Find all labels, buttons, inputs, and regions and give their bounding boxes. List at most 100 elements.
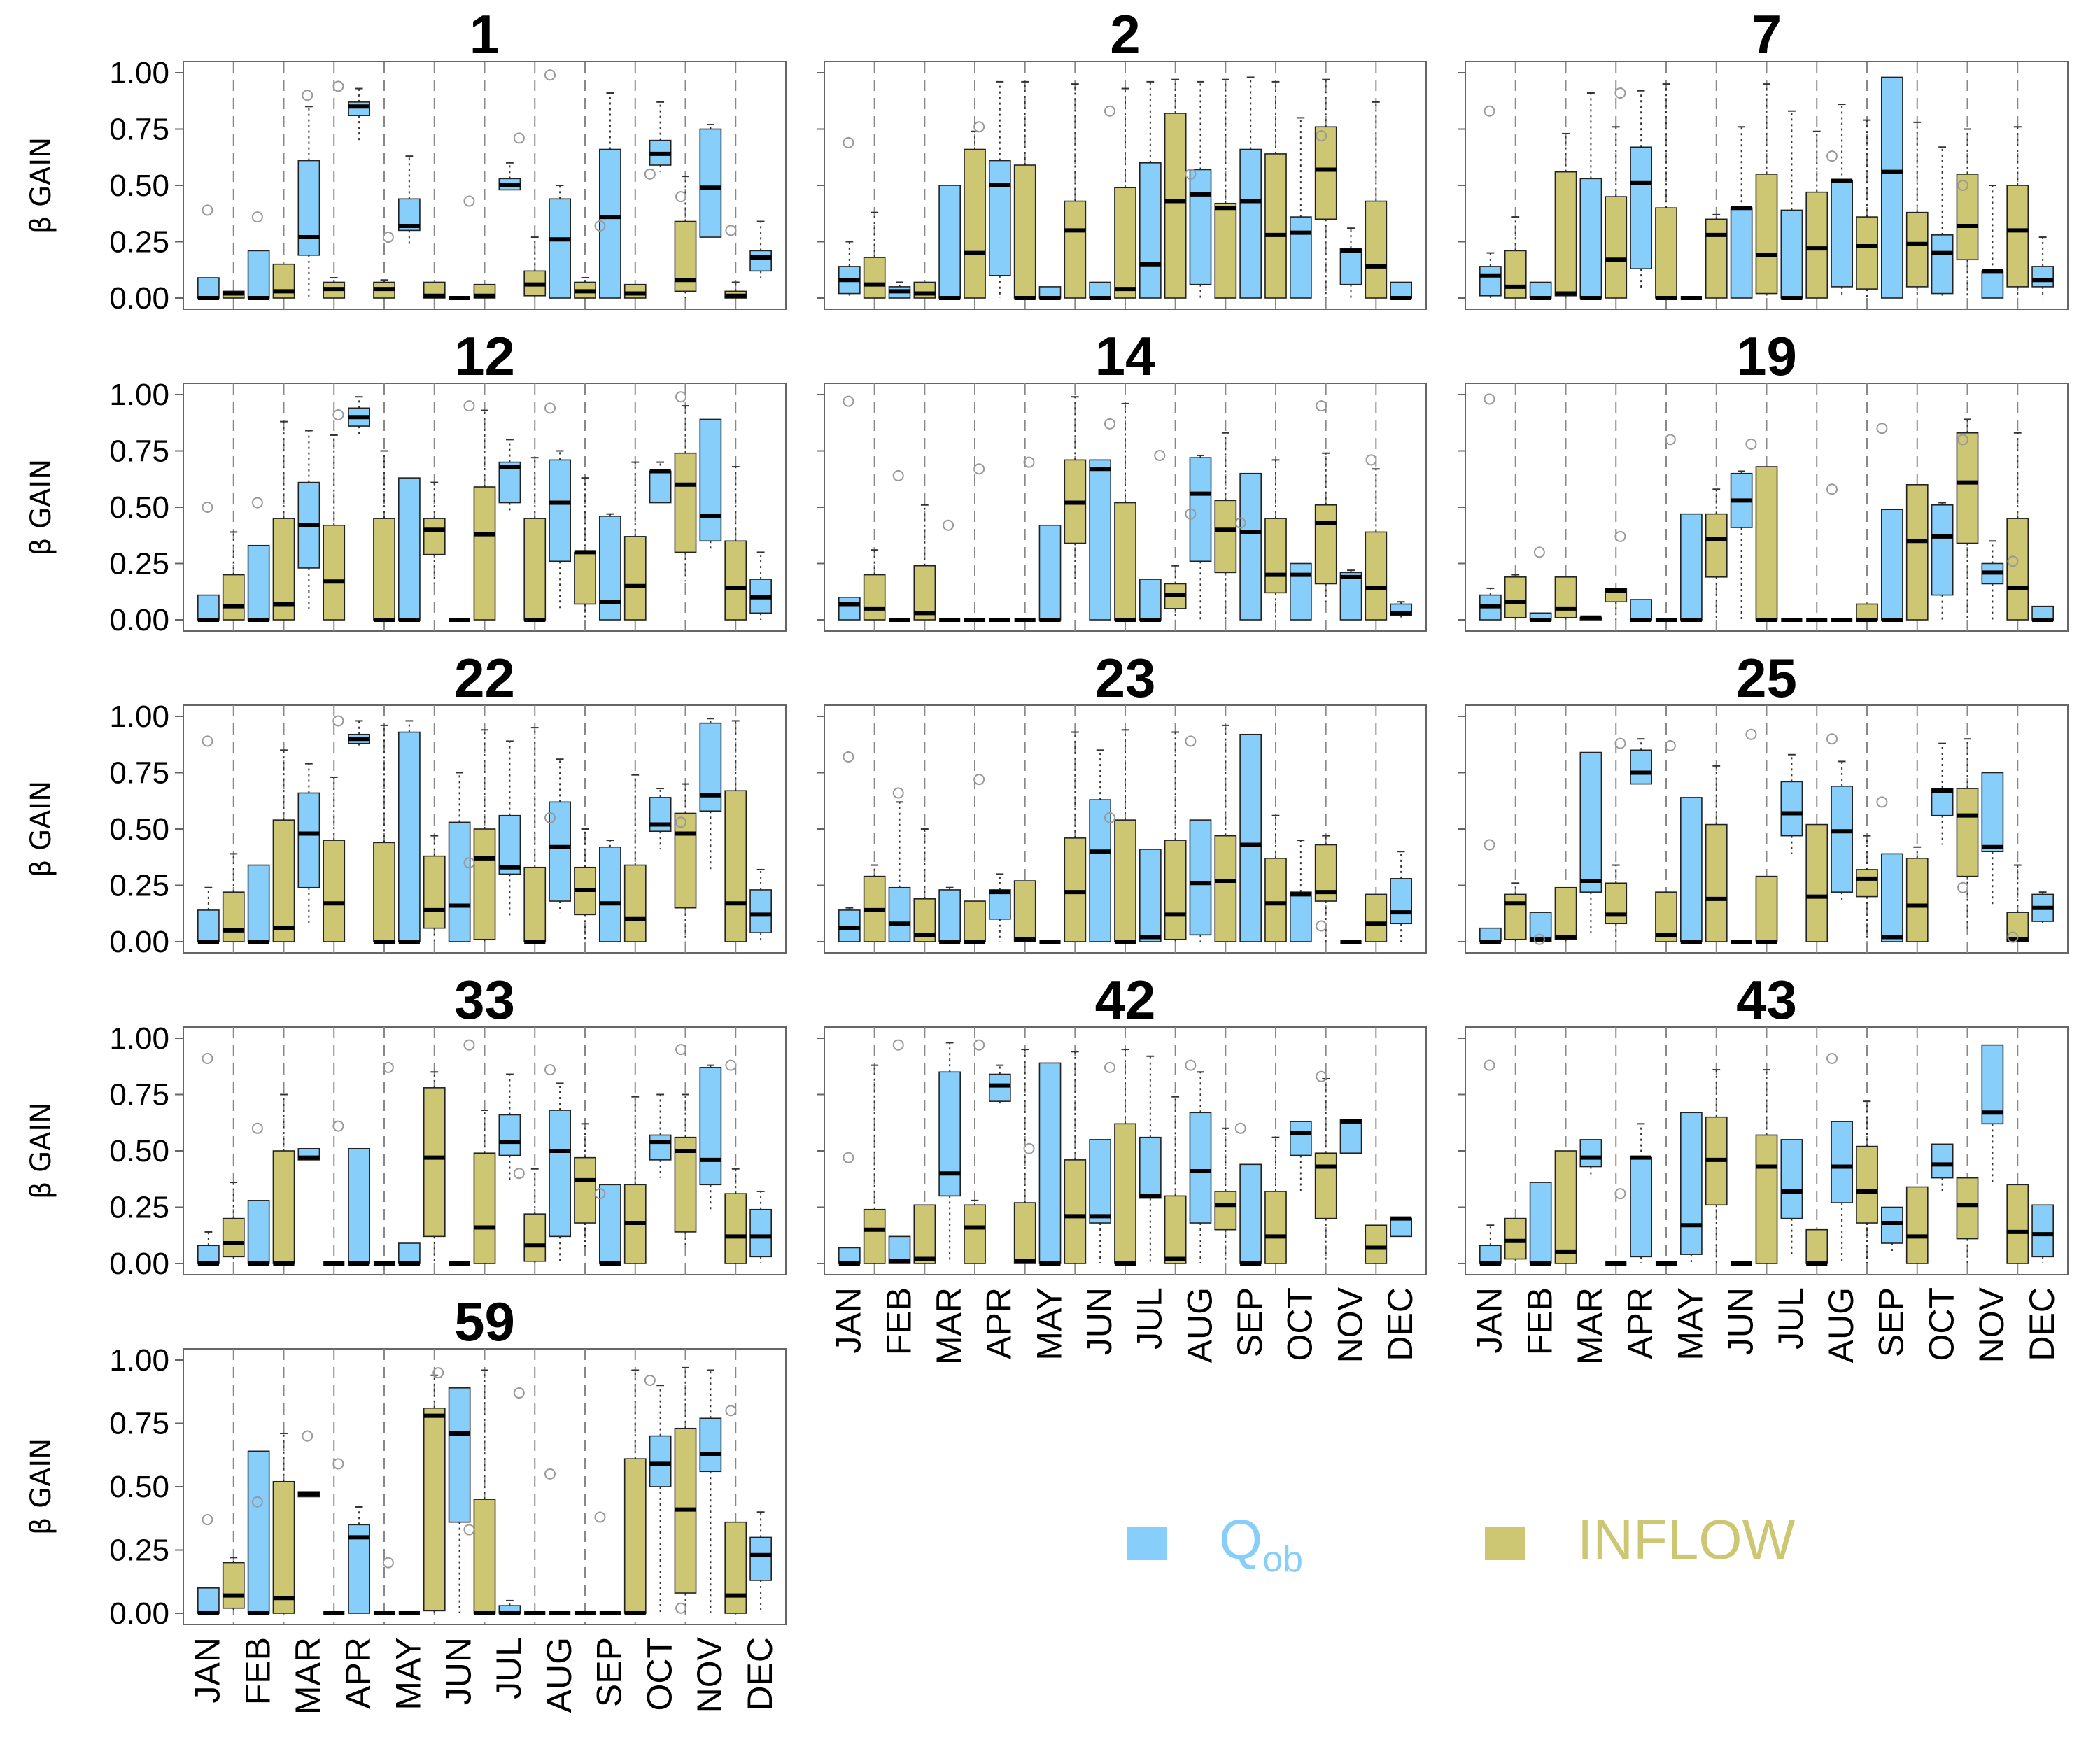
box-qob-jan [197,277,220,300]
box-inflow-may [1064,1051,1087,1264]
outlier-point [644,1374,656,1386]
box-qob-oct [649,788,672,849]
box-iqr [1931,234,1954,295]
box-iqr [1139,579,1162,621]
x-tick-label: OCT [640,1637,679,1711]
box-inflow-feb [272,1432,295,1614]
box-iqr [863,257,886,299]
box-iqr [222,574,245,621]
outlier-point [675,816,686,828]
box-inflow-may [423,1071,446,1263]
panel-22: 22 0.00 0.25 0.50 0.75 1.00 β GAIN [25,647,787,959]
box-qob-oct [649,101,672,172]
box-iqr [473,828,496,940]
box-inflow-sep [623,1096,647,1264]
outlier-point [675,1044,686,1056]
x-tick-label: MAY [1029,1287,1069,1361]
box-inflow-oct [1956,1177,1979,1263]
outlier-point [892,1039,904,1051]
box-inflow-aug [1214,78,1237,299]
box-inflow-nov [724,720,747,942]
outlier-point [202,204,213,216]
box-iqr [699,1417,722,1473]
box-inflow-jul [1164,1096,1187,1264]
box-iqr [1038,1062,1062,1264]
box-iqr [749,250,772,272]
box-iqr [964,900,986,942]
outlier-point [1484,1059,1495,1071]
box-iqr [1164,113,1187,299]
box-qob-apr [348,87,370,141]
panel-19: 19 [1458,325,2069,632]
x-tick-label: MAY [1671,1287,1710,1361]
box-iqr [348,101,370,116]
outlier-point [1826,733,1838,745]
box-inflow-may [423,281,446,299]
box-qob-nov [1981,1044,2004,1185]
box-iqr [1905,858,1929,942]
panel-1: 1 0.00 0.25 0.50 0.75 1.00 β GAIN [25,3,787,316]
box-inflow-feb [272,263,295,299]
box-qob-jun [1089,749,1112,942]
box-inflow-jun [1114,402,1136,622]
box-iqr [1554,171,1577,297]
box-inflow-jun [473,729,496,942]
box-iqr [1214,835,1237,942]
box-inflow-jul [523,236,547,298]
outlier-point [1533,933,1545,945]
box-inflow-oct [1314,452,1337,602]
box-iqr [1780,1139,1803,1219]
box-iqr [1239,733,1262,942]
box-qob-jul [1139,80,1162,299]
box-iqr [1314,126,1337,220]
box-inflow-nov [724,281,747,299]
box-iqr [838,1247,861,1264]
box-iqr [1479,266,1502,297]
box-qob-aug [1831,1121,1853,1263]
box-inflow-sep [623,283,647,299]
box-iqr [1013,880,1036,942]
box-qob-nov [699,1064,722,1212]
outlier-point [1185,508,1197,520]
legend-qob-label: Qob [1219,1508,1303,1580]
box-iqr [1164,1195,1187,1264]
box-inflow-jul [1805,823,1828,942]
box-qob-mar [1579,1139,1602,1178]
box-iqr [888,1235,911,1264]
outlier-point [973,121,985,133]
box-qob-jul [498,162,521,191]
box-iqr [1905,1186,1929,1264]
box-iqr [197,1587,220,1614]
x-tick-label: JAN [188,1637,227,1703]
x-tick-label: APR [980,1287,1019,1359]
box-iqr [348,1147,370,1264]
box-qob-jan [838,241,861,298]
box-inflow-jan [863,549,886,621]
box-inflow-aug [1214,432,1237,620]
box-qob-oct [1931,742,1954,845]
box-qob-aug [1189,454,1212,620]
y-axis-label: β GAIN [25,1103,57,1199]
outlier-point [2007,931,2019,943]
y-tick-label: 0.00 [109,281,169,316]
box-iqr [473,1499,496,1614]
box-qob-feb [247,1450,270,1615]
box-inflow-sep [623,774,647,942]
box-iqr [1705,823,1728,942]
y-tick-label: 1.00 [109,1021,169,1056]
box-qob-sep [1239,76,1262,299]
x-tick-label: SEP [1872,1287,1911,1357]
box-qob-oct [1289,562,1312,621]
outlier-point [432,1367,444,1379]
box-qob-nov [1339,569,1362,621]
y-tick-label: 0.75 [109,756,169,791]
y-tick-label: 1.00 [109,56,169,90]
outlier-point [843,395,854,407]
y-tick-label: 0.00 [109,925,169,959]
box-iqr [749,889,772,933]
box-inflow-jan [863,1064,886,1264]
x-tick-label: JUN [1080,1287,1119,1355]
box-inflow-jun [1755,875,1778,944]
x-tick-label: MAR [1570,1287,1609,1365]
x-tick-label: AUG [1821,1287,1861,1363]
